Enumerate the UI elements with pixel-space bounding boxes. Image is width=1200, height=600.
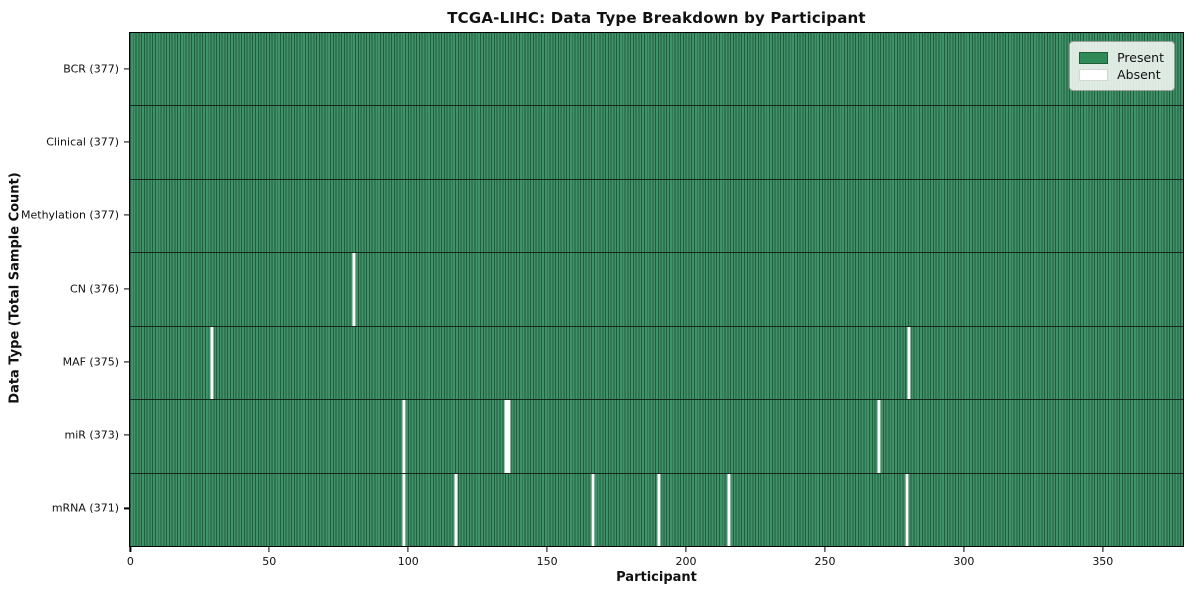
legend-entry-absent: Absent bbox=[1079, 67, 1164, 82]
x-tick-mark bbox=[1102, 546, 1104, 552]
y-tick-label: mRNA (371) bbox=[51, 501, 119, 515]
heatmap-row-mir bbox=[130, 400, 1183, 474]
heatmap-rows bbox=[130, 33, 1183, 546]
legend: Present Absent bbox=[1069, 41, 1175, 91]
absent-gap bbox=[907, 326, 911, 400]
y-tick-mark bbox=[124, 434, 129, 436]
absent-gap bbox=[504, 400, 508, 473]
x-tick-label: 50 bbox=[262, 554, 277, 568]
absent-gap bbox=[402, 400, 406, 473]
legend-absent-swatch bbox=[1079, 68, 1109, 81]
absent-gap bbox=[591, 473, 595, 546]
absent-gap bbox=[657, 473, 661, 546]
y-tick-label: Methylation (377) bbox=[21, 208, 119, 222]
absent-gap bbox=[454, 473, 458, 546]
absent-gap bbox=[507, 400, 511, 473]
y-tick-label: Clinical (377) bbox=[46, 135, 119, 149]
y-tick-label: miR (373) bbox=[64, 428, 120, 442]
x-tick-mark bbox=[824, 546, 826, 552]
x-tick-label: 150 bbox=[536, 554, 558, 568]
heatmap-row-bcr bbox=[130, 33, 1183, 107]
y-tick-mark bbox=[124, 68, 129, 70]
y-tick-mark bbox=[124, 361, 129, 363]
y-tick-mark bbox=[124, 214, 129, 216]
y-tick-mark bbox=[124, 287, 129, 290]
legend-present-swatch bbox=[1079, 51, 1109, 64]
y-tick-mark bbox=[124, 507, 129, 509]
x-tick-label: 350 bbox=[1092, 554, 1114, 568]
x-tick-label: 0 bbox=[126, 554, 134, 568]
absent-gap bbox=[352, 253, 356, 326]
x-tick-label: 250 bbox=[814, 554, 836, 568]
heatmap-row-maf bbox=[130, 326, 1183, 401]
heatmap-row-clinical bbox=[130, 106, 1183, 180]
x-axis: 0 50 100 150 200 250 300 350 bbox=[126, 546, 1182, 587]
absent-gap bbox=[905, 473, 909, 546]
y-tick-mark bbox=[124, 141, 129, 143]
chart-title: TCGA-LIHC: Data Type Breakdown by Partic… bbox=[447, 9, 866, 27]
heatmap-row-methylation bbox=[130, 179, 1183, 254]
absent-gap bbox=[877, 400, 881, 473]
y-tick-label: BCR (377) bbox=[63, 62, 119, 76]
x-tick-mark bbox=[963, 546, 965, 552]
x-tick-mark bbox=[685, 546, 687, 552]
absent-gap bbox=[727, 473, 731, 546]
plot-area: Present Absent bbox=[129, 32, 1184, 547]
absent-gap bbox=[402, 473, 406, 546]
y-axis: BCR (377) Clinical (377) Methylation (377)… bbox=[0, 32, 129, 545]
x-tick-label: 300 bbox=[953, 554, 975, 568]
x-tick-mark bbox=[268, 546, 270, 552]
x-tick-mark bbox=[129, 546, 131, 552]
legend-present-label: Present bbox=[1117, 50, 1164, 65]
x-tick-mark bbox=[407, 546, 409, 552]
x-axis-title: Participant bbox=[616, 570, 697, 585]
absent-gap bbox=[210, 326, 214, 400]
y-tick-label: MAF (375) bbox=[62, 355, 119, 369]
legend-entry-present: Present bbox=[1079, 50, 1164, 65]
heatmap-row-cn bbox=[130, 253, 1183, 327]
legend-absent-label: Absent bbox=[1117, 67, 1161, 82]
x-tick-mark bbox=[546, 546, 548, 552]
heatmap-row-mrna bbox=[130, 473, 1183, 546]
x-tick-label: 100 bbox=[397, 554, 419, 568]
y-tick-label: CN (376) bbox=[70, 282, 119, 295]
x-tick-label: 200 bbox=[675, 554, 697, 568]
